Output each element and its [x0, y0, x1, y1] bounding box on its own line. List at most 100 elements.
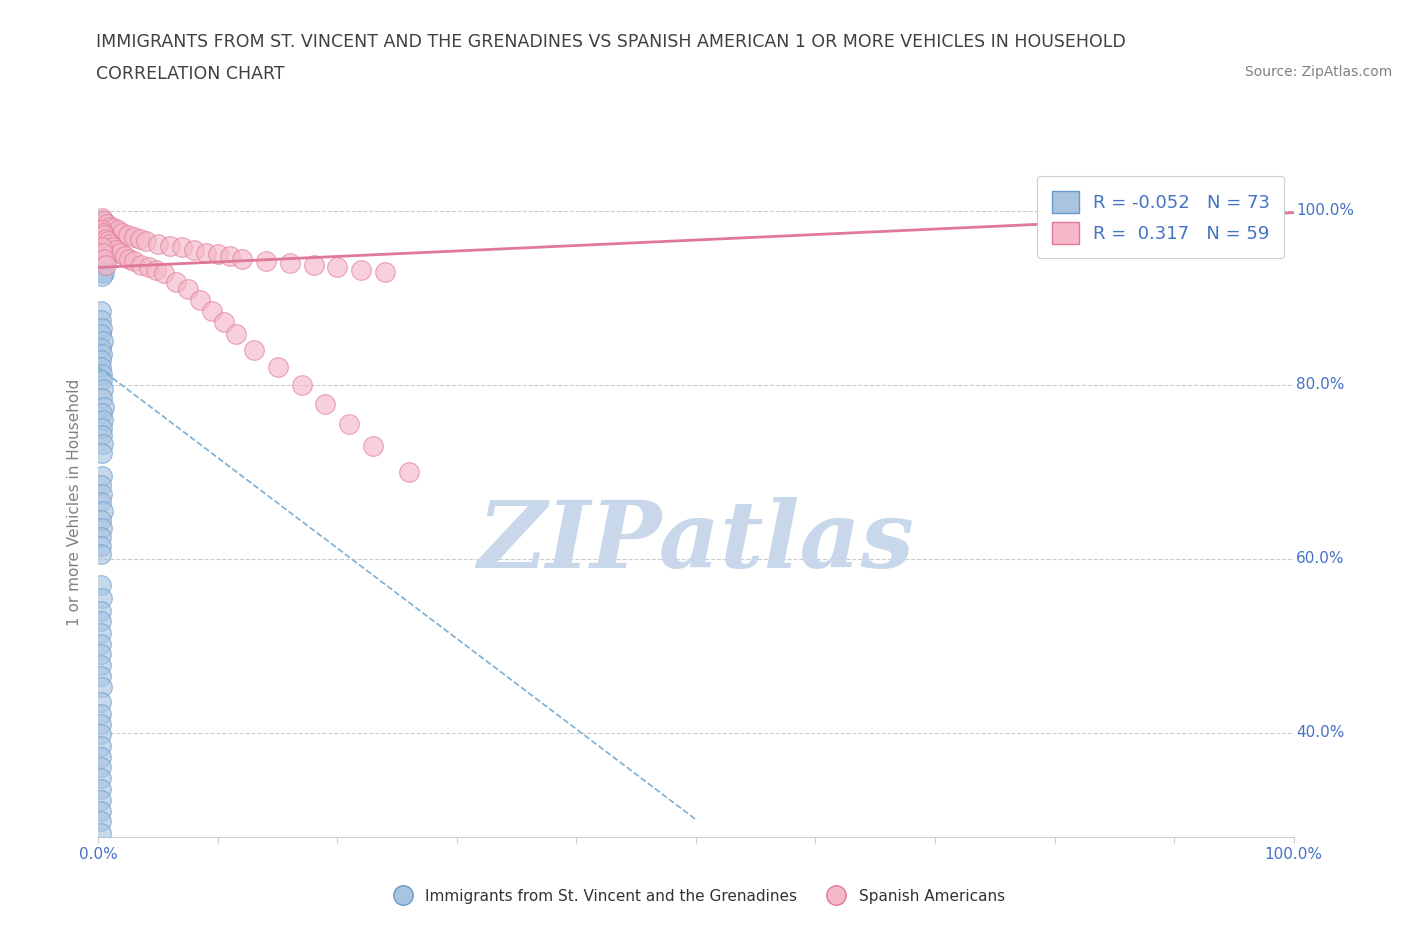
- Point: [91, 212, 114, 227]
- Point: [93, 228, 115, 243]
- Text: 100.0%: 100.0%: [1296, 204, 1354, 219]
- Point: [91, 220, 114, 235]
- Point: [90, 738, 112, 753]
- Point: [90, 248, 112, 263]
- Point: [290, 378, 312, 392]
- Text: IMMIGRANTS FROM ST. VINCENT AND THE GRENADINES VS SPANISH AMERICAN 1 OR MORE VEH: IMMIGRANTS FROM ST. VINCENT AND THE GREN…: [96, 33, 1125, 50]
- Point: [90, 529, 112, 544]
- Point: [91, 246, 114, 260]
- Point: [114, 248, 136, 263]
- Point: [374, 264, 396, 279]
- Point: [91, 321, 114, 336]
- Point: [90, 814, 112, 829]
- Point: [96, 238, 118, 253]
- Point: [107, 222, 129, 237]
- Point: [91, 428, 114, 443]
- Point: [201, 303, 224, 318]
- Point: [91, 233, 114, 248]
- Point: [363, 438, 385, 453]
- Point: [188, 292, 211, 307]
- Text: 60.0%: 60.0%: [1296, 551, 1344, 566]
- Point: [91, 445, 114, 460]
- Point: [111, 225, 134, 240]
- Point: [91, 680, 114, 695]
- Text: Source: ZipAtlas.com: Source: ZipAtlas.com: [1244, 65, 1392, 79]
- Point: [93, 217, 115, 232]
- Point: [267, 360, 290, 375]
- Point: [91, 412, 114, 427]
- Point: [90, 578, 112, 592]
- Point: [302, 258, 325, 272]
- Point: [90, 547, 112, 562]
- Point: [90, 782, 112, 797]
- Point: [101, 240, 124, 255]
- Point: [90, 669, 112, 684]
- Point: [91, 334, 114, 349]
- Point: [153, 266, 176, 281]
- Point: [90, 340, 112, 355]
- Point: [90, 727, 112, 742]
- Point: [90, 538, 112, 553]
- Point: [94, 230, 117, 245]
- Point: [278, 256, 301, 271]
- Point: [94, 258, 117, 272]
- Point: [90, 264, 112, 279]
- Point: [91, 232, 114, 246]
- Point: [90, 770, 112, 785]
- Point: [91, 521, 114, 536]
- Point: [159, 238, 181, 253]
- Point: [90, 604, 112, 618]
- Point: [91, 373, 114, 388]
- Point: [254, 254, 277, 269]
- Point: [183, 243, 205, 258]
- Point: [90, 312, 112, 327]
- Point: [91, 246, 114, 260]
- Point: [243, 342, 266, 357]
- Point: [231, 251, 253, 266]
- Point: [93, 214, 115, 229]
- Point: [91, 240, 114, 255]
- Point: [94, 232, 117, 246]
- Point: [90, 477, 112, 492]
- Point: [93, 251, 115, 266]
- Point: [108, 246, 131, 260]
- Point: [165, 274, 187, 289]
- Point: [91, 436, 114, 451]
- Text: 80.0%: 80.0%: [1296, 378, 1344, 392]
- Point: [90, 636, 112, 651]
- Point: [90, 716, 112, 731]
- Point: [326, 260, 349, 275]
- Point: [96, 217, 118, 232]
- Point: [90, 614, 112, 629]
- Point: [90, 495, 112, 510]
- Legend: Immigrants from St. Vincent and the Grenadines, Spanish Americans: Immigrants from St. Vincent and the Gren…: [381, 883, 1011, 910]
- Point: [90, 825, 112, 840]
- Point: [212, 314, 235, 329]
- Point: [117, 228, 139, 243]
- Point: [398, 464, 420, 479]
- Point: [172, 240, 194, 255]
- Point: [98, 236, 122, 251]
- Point: [93, 399, 115, 414]
- Point: [91, 469, 114, 484]
- Y-axis label: 1 or more Vehicles in Household: 1 or more Vehicles in Household: [67, 379, 83, 626]
- Point: [91, 381, 114, 396]
- Point: [124, 230, 146, 245]
- Point: [124, 254, 146, 269]
- Point: [91, 260, 114, 275]
- Point: [90, 750, 112, 764]
- Point: [94, 254, 117, 269]
- Point: [118, 251, 141, 266]
- Point: [315, 396, 337, 411]
- Point: [90, 327, 112, 342]
- Point: [103, 220, 125, 235]
- Point: [91, 486, 114, 501]
- Point: [91, 347, 114, 362]
- Point: [93, 236, 115, 251]
- Point: [194, 246, 217, 260]
- Point: [90, 353, 112, 368]
- Text: ZIPatlas: ZIPatlas: [478, 498, 914, 588]
- Point: [91, 591, 114, 605]
- Point: [91, 391, 114, 405]
- Point: [91, 222, 114, 237]
